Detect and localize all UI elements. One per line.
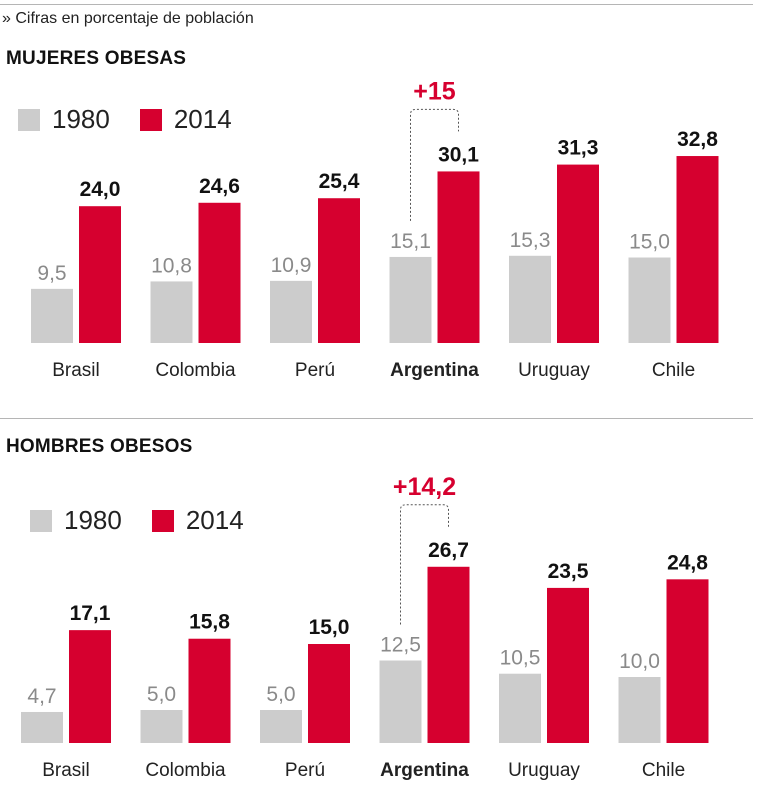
value-label-2014: 15,0 [309, 616, 350, 639]
value-label-2014: 24,0 [80, 178, 121, 201]
bar-2014-uruguay [547, 587, 589, 743]
value-label-1980: 5,0 [147, 683, 176, 706]
bar-2014-chile [676, 156, 719, 343]
bar-1980-colombia [150, 281, 193, 343]
value-label-1980: 15,0 [629, 231, 670, 254]
bar-1980-perú [260, 710, 302, 743]
category-label: Brasil [42, 760, 90, 781]
bar-1980-argentina [379, 660, 422, 743]
value-label-2014: 23,5 [548, 560, 589, 583]
value-label-2014: 31,3 [558, 137, 599, 160]
panel-mujeres: MUJERES OBESAS 1980 2014 9,5 24,0 Brasil 10… [6, 48, 719, 381]
category-label: Argentina [380, 760, 469, 781]
value-label-2014: 26,7 [428, 539, 469, 562]
value-label-1980: 15,3 [510, 229, 551, 252]
chart-mujeres: 9,5 24,0 Brasil 10,8 24,6 Colombia 10,9 25,4 Per… [31, 77, 719, 381]
bar-2014-brasil [69, 630, 111, 743]
legend-swatch-1980 [18, 108, 40, 131]
legend-swatch-1980 [30, 509, 52, 532]
legend-hombres: 1980 2014 [30, 505, 274, 536]
category-label: Colombia [155, 360, 236, 381]
bar-2014-brasil [79, 206, 121, 343]
legend-label-1980: 1980 [52, 104, 110, 134]
bar-2014-perú [308, 644, 350, 743]
value-label-2014: 25,4 [319, 170, 360, 193]
bar-1980-perú [270, 280, 312, 343]
annotation-bracket [400, 504, 449, 625]
annotation-label: +15 [413, 77, 456, 105]
bar-2014-chile [666, 579, 709, 743]
bar-1980-brasil [21, 711, 63, 743]
legend-mujeres: 1980 2014 [18, 104, 262, 135]
bar-2014-colombia [188, 638, 231, 743]
separator-rule [0, 418, 753, 419]
bar-1980-uruguay [509, 255, 551, 343]
category-label: Chile [652, 360, 695, 381]
bar-1980-brasil [31, 288, 73, 343]
value-label-1980: 10,5 [500, 647, 541, 670]
bar-1980-uruguay [499, 673, 541, 743]
value-label-2014: 32,8 [677, 128, 718, 151]
value-label-1980: 10,0 [619, 650, 660, 673]
annotation-bracket [410, 108, 459, 221]
bar-2014-perú [318, 198, 360, 343]
value-label-2014: 24,6 [199, 175, 240, 198]
value-label-1980: 10,8 [151, 254, 192, 277]
legend-label-2014: 2014 [173, 104, 232, 134]
legend-swatch-2014 [139, 108, 162, 131]
annotation-label: +14,2 [393, 473, 456, 501]
value-label-1980: 10,9 [271, 254, 312, 277]
legend-item-1980: 1980 [30, 505, 122, 536]
bar-2014-colombia [198, 202, 241, 343]
legend-item-1980: 1980 [18, 104, 110, 135]
bar-2014-uruguay [557, 164, 599, 343]
bar-1980-colombia [140, 710, 183, 743]
bar-2014-argentina [427, 566, 470, 743]
bar-1980-chile [628, 257, 671, 343]
category-label: Brasil [52, 360, 100, 381]
bar-1980-chile [618, 677, 661, 743]
value-label-2014: 24,8 [667, 551, 708, 574]
value-label-1980: 4,7 [27, 685, 56, 708]
category-label: Argentina [390, 360, 479, 381]
panel-title-mujeres: MUJERES OBESAS [6, 48, 187, 69]
legend-label-2014: 2014 [185, 505, 244, 535]
bar-2014-argentina [437, 171, 480, 343]
category-label: Perú [295, 360, 335, 381]
category-label: Uruguay [518, 360, 590, 381]
value-label-2014: 15,8 [189, 611, 230, 634]
value-label-1980: 15,1 [390, 230, 431, 253]
category-label: Colombia [145, 760, 226, 781]
value-label-2014: 17,1 [70, 602, 111, 625]
panel-title-hombres: HOMBRES OBESOS [6, 436, 193, 457]
value-label-1980: 9,5 [37, 262, 66, 285]
category-label: Perú [285, 760, 325, 781]
legend-label-1980: 1980 [64, 505, 122, 535]
category-label: Uruguay [508, 760, 580, 781]
value-label-1980: 12,5 [380, 634, 421, 657]
subtitle: » Cifras en porcentaje de población [2, 10, 254, 27]
category-label: Chile [642, 760, 685, 781]
value-label-2014: 30,1 [438, 143, 479, 166]
top-rule [0, 4, 753, 5]
legend-item-2014: 2014 [151, 505, 244, 536]
legend-swatch-2014 [151, 509, 174, 532]
legend-item-2014: 2014 [139, 104, 232, 135]
bar-1980-argentina [389, 256, 432, 343]
value-label-1980: 5,0 [266, 683, 295, 706]
